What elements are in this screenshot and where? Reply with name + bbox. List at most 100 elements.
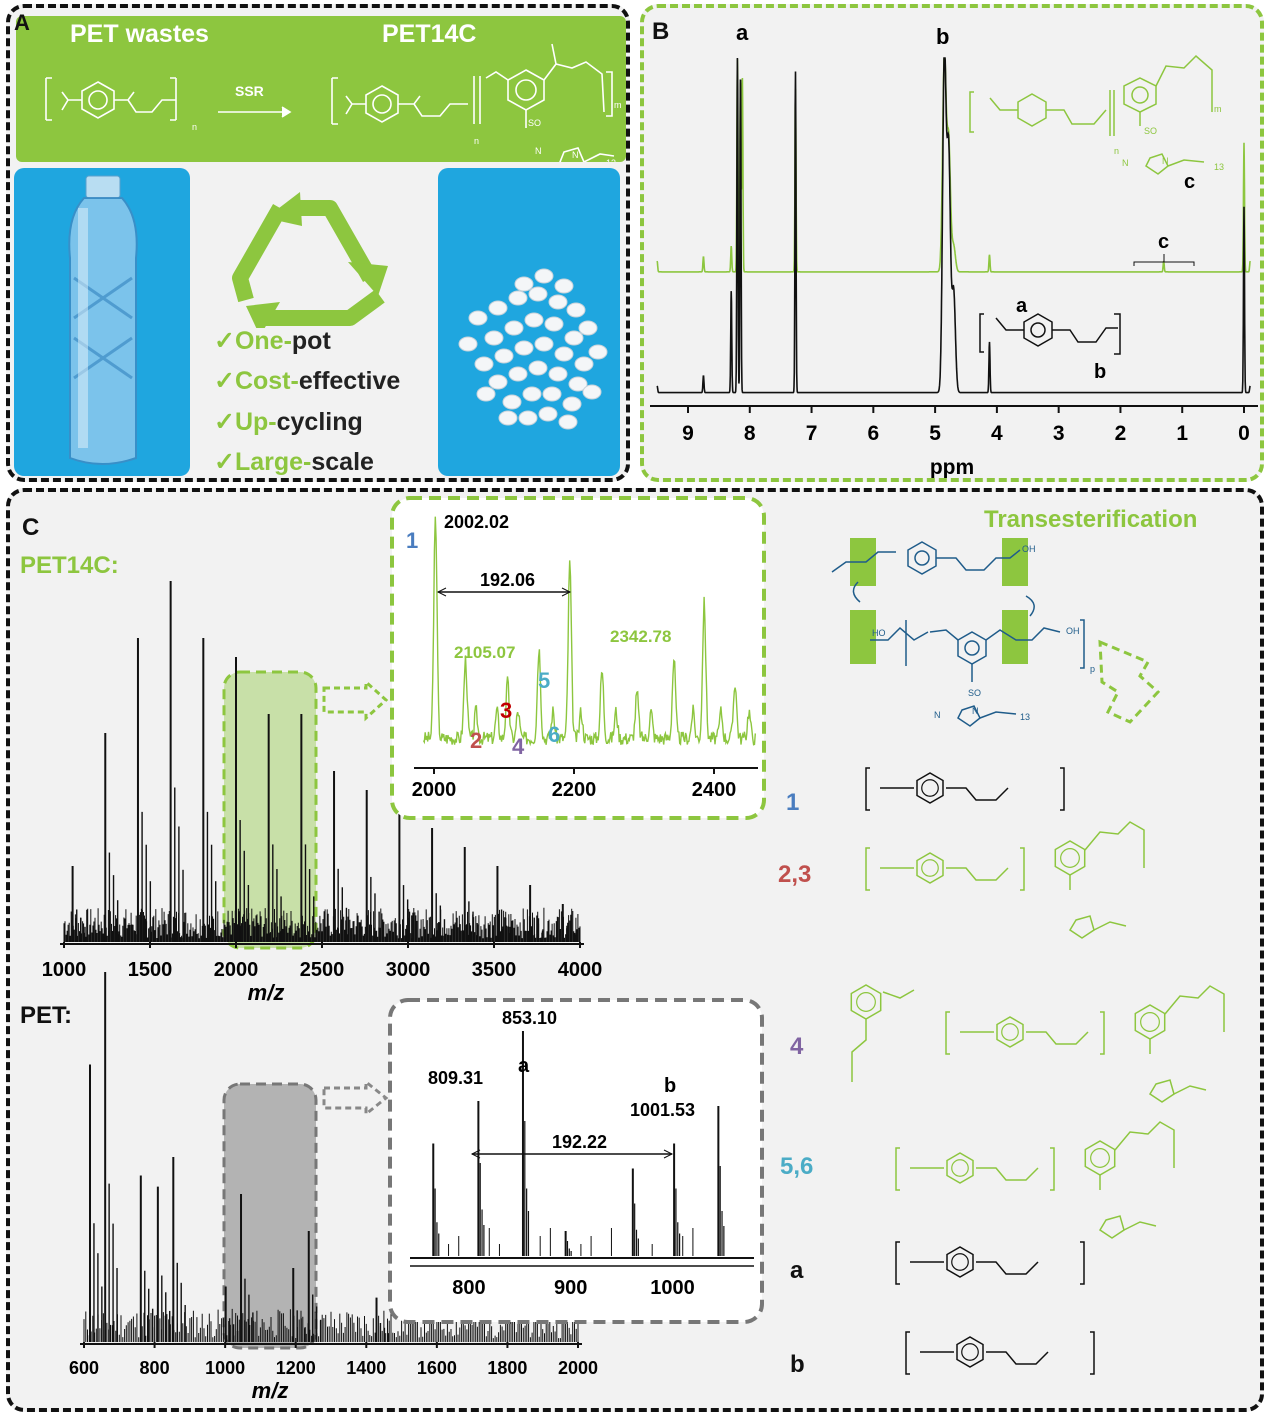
pellet-pile-drawing xyxy=(458,268,608,430)
pellet-17 xyxy=(574,356,594,372)
nmr-tick-label-8: 8 xyxy=(744,422,756,445)
pellet-10 xyxy=(544,316,564,332)
panel-b-label: B xyxy=(652,18,670,45)
transesterification-title: Transesterification xyxy=(984,506,1198,533)
structure-4-chain xyxy=(945,1011,1105,1055)
series-label-1: 1 xyxy=(786,789,799,816)
pet14c-main-tick-label-2000: 2000 xyxy=(214,959,259,981)
pellet-1 xyxy=(488,300,508,316)
inset-peak-2342: 2342.78 xyxy=(610,627,671,646)
reaction-scheme-banner xyxy=(16,16,626,162)
nmr-peak-a-label: a xyxy=(736,20,749,45)
structure-5-6-sulfonate xyxy=(1084,1121,1175,1239)
pellet-20 xyxy=(528,360,548,376)
structure-2-3-chain xyxy=(865,847,1025,891)
pet-zoom-region xyxy=(222,1082,318,1350)
pet14c-inset-tick-label-2200: 2200 xyxy=(552,779,597,801)
inset-delta-192-22: 192.22 xyxy=(552,1132,607,1152)
pellet-22 xyxy=(568,376,588,392)
pet14c-x-label: m/z xyxy=(248,980,285,1005)
pet-bottle-photo xyxy=(14,168,190,476)
svg-text:n: n xyxy=(192,122,197,132)
inset-peak-a: a xyxy=(518,1055,530,1077)
recycle-icon xyxy=(232,192,388,328)
pet-wastes-title: PET wastes xyxy=(70,20,209,48)
inset-marker-2: 2 xyxy=(470,728,482,753)
pellet-33 xyxy=(588,344,608,360)
pet14c-main-tick-label-1500: 1500 xyxy=(128,959,173,981)
svg-text:N: N xyxy=(1162,156,1169,166)
pet-inset-tick-label-1000: 1000 xyxy=(650,1277,695,1299)
reaction-scheme-structures: SSR n n m SO N N 13 xyxy=(45,43,622,162)
pellet-0 xyxy=(468,310,488,326)
series-label-4: 4 xyxy=(790,1033,804,1060)
feature-one-pot: ✓One-pot xyxy=(214,327,331,355)
pet14c-title: PET14C xyxy=(382,20,477,48)
svg-text:p: p xyxy=(1090,664,1095,674)
series-label-b: b xyxy=(790,1351,805,1378)
pellet-34 xyxy=(476,386,496,402)
svg-text:HO: HO xyxy=(872,628,886,638)
svg-text:SO: SO xyxy=(968,688,981,698)
pet-main-tick-label-800: 800 xyxy=(140,1358,170,1378)
zoom-arrow-green xyxy=(322,678,389,722)
nmr-pet14c-structure xyxy=(969,54,1213,175)
nmr-peak-b-label: b xyxy=(936,24,949,49)
pet-main-tick-label-1200: 1200 xyxy=(276,1358,316,1378)
pellet-15 xyxy=(534,336,554,352)
panel-a-label: A xyxy=(14,10,30,35)
ssr-label: SSR xyxy=(235,83,264,99)
pellet-18 xyxy=(488,374,508,390)
svg-text:N: N xyxy=(972,706,979,716)
svg-text:13: 13 xyxy=(1020,712,1030,722)
pellet-19 xyxy=(508,366,528,382)
svg-text:N: N xyxy=(535,146,542,156)
pellet-9 xyxy=(524,312,544,328)
pet14c-pellets-photo xyxy=(438,168,620,476)
inset-delta-192-06: 192.06 xyxy=(480,570,535,590)
inset-bottom-arrowheads xyxy=(470,1149,674,1159)
structure-b-chain xyxy=(905,1331,1095,1375)
panel-b: B 9 8 7 6 5 4 3 2 1 0 ppm a b c n m SO N N 13 c xyxy=(640,4,1264,482)
pellet-21 xyxy=(548,366,568,382)
nmr-tick-label-6: 6 xyxy=(867,422,879,445)
pellet-5 xyxy=(566,302,586,318)
pellet-2 xyxy=(508,290,528,306)
nmr-tick-label-1: 1 xyxy=(1176,422,1188,445)
feature-cost-effective: ✓Cost-effective xyxy=(214,367,401,395)
svg-text:N: N xyxy=(572,150,579,160)
pellet-36 xyxy=(498,410,518,426)
nmr-structure-a-label: a xyxy=(1016,295,1028,317)
structure-a-chain xyxy=(895,1241,1085,1285)
maldi-spectra: 1000 1500 2000 2500 3000 3500 4000 m/z 2000 220… xyxy=(42,496,1225,1403)
pellet-35 xyxy=(582,384,602,400)
svg-text:m: m xyxy=(614,100,622,110)
pet-main-tick-label-600: 600 xyxy=(69,1358,99,1378)
pellet-11 xyxy=(564,330,584,346)
svg-text:SO: SO xyxy=(528,118,541,128)
inset-marker-5: 5 xyxy=(538,668,550,693)
nmr-tick-label-2: 2 xyxy=(1115,422,1127,445)
nmr-structure-b-label: b xyxy=(1094,361,1106,383)
series-label-a: a xyxy=(790,1257,804,1284)
pellet-14 xyxy=(514,340,534,356)
inset-peak-853: 853.10 xyxy=(502,1008,557,1028)
pet14c-inset-tick-label-2400: 2400 xyxy=(692,779,737,801)
nmr-tick-label-7: 7 xyxy=(806,422,818,445)
pellet-16 xyxy=(554,346,574,362)
nmr-tick-label-4: 4 xyxy=(991,422,1003,445)
svg-text:m: m xyxy=(1214,104,1222,114)
inset-peak-809: 809.31 xyxy=(428,1068,483,1088)
nmr-pet-structure xyxy=(979,313,1121,355)
pellet-4 xyxy=(548,294,568,310)
pet-spectrum-title: PET: xyxy=(20,1002,73,1029)
pellet-24 xyxy=(522,386,542,402)
series-label-2-3: 2,3 xyxy=(778,861,811,888)
pellet-13 xyxy=(494,348,514,364)
pellet-26 xyxy=(562,396,582,412)
svg-text:N: N xyxy=(1122,158,1129,168)
pet-main-tick-label-1600: 1600 xyxy=(417,1358,457,1378)
transesterification-scheme: SO N N 13 p OH OH HO xyxy=(831,538,1161,727)
pet14c-inset-trace xyxy=(422,516,756,747)
pellet-23 xyxy=(502,394,522,410)
